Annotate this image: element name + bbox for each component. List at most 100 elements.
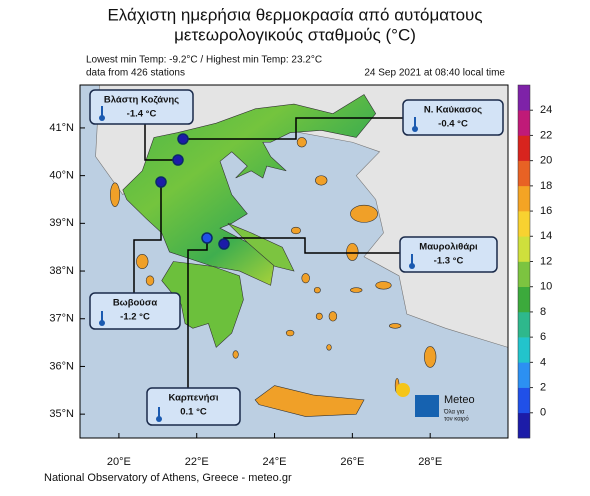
colorbar-label: 8: [540, 306, 546, 318]
station-name: Βωβούσα: [113, 298, 158, 309]
x-tick-label: 22°E: [185, 456, 209, 468]
island: [301, 273, 310, 284]
island: [315, 312, 323, 320]
thermometer-bulb: [409, 263, 415, 269]
colorbar-band: [518, 135, 530, 161]
y-tick-label: 38°N: [49, 265, 74, 277]
colorbar-label: 12: [540, 255, 552, 267]
colorbar-band: [518, 311, 530, 338]
leader-line: [183, 117, 403, 140]
colorbar-label: 4: [540, 356, 546, 368]
y-tick-label: 40°N: [49, 170, 74, 182]
logo-sun: [396, 383, 410, 397]
colorbar-label: 20: [540, 155, 552, 167]
y-tick-label: 36°N: [49, 360, 74, 372]
colorbar-label: 6: [540, 331, 546, 343]
thermometer-bulb: [412, 126, 418, 132]
island: [290, 226, 301, 235]
colorbar-label: 10: [540, 281, 552, 293]
timestamp: 24 Sep 2021 at 08:40 local time: [364, 68, 505, 79]
thermometer-bulb: [99, 115, 105, 121]
leader-line: [144, 124, 178, 161]
colorbar-label: 0: [540, 407, 546, 419]
island: [350, 204, 378, 223]
island: [285, 329, 295, 337]
leader-line: [133, 182, 162, 293]
x-tick-label: 20°E: [107, 456, 131, 468]
island: [232, 350, 239, 359]
thermometer-bulb: [156, 416, 162, 422]
colorbar-band: [518, 286, 530, 313]
island: [350, 287, 363, 293]
island: [296, 137, 307, 148]
colorbar-band: [518, 110, 530, 136]
colorbar-band: [518, 185, 530, 212]
island: [375, 281, 392, 290]
colorbar-label: 2: [540, 381, 546, 393]
euboea: [227, 223, 295, 272]
colorbar-band: [518, 261, 530, 288]
station-temp: -1.3 °C: [434, 256, 464, 267]
colorbar-band: [518, 387, 530, 414]
crete: [254, 385, 365, 417]
station-dot: [172, 154, 184, 166]
x-tick-label: 26°E: [340, 456, 364, 468]
island: [145, 275, 155, 286]
island: [136, 254, 149, 269]
colorbar-label: 14: [540, 230, 552, 242]
colorbar-band: [518, 337, 530, 363]
station-temp: -0.4 °C: [438, 119, 468, 130]
colorbar-label: 22: [540, 129, 552, 141]
extremes: Lowest min Temp: -9.2°C / Highest min Te…: [86, 55, 322, 66]
station-name: Ν. Καύκασος: [424, 105, 482, 116]
island: [424, 346, 437, 368]
colorbar-band: [518, 211, 530, 237]
footer: National Observatory of Athens, Greece -…: [44, 472, 292, 484]
logo-tagline: τον καιρό: [444, 416, 469, 423]
station-temp: 0.1 °C: [180, 407, 207, 418]
island: [328, 311, 338, 322]
logo-tagline: Όλα για: [443, 410, 465, 416]
station-dot: [155, 176, 167, 188]
leader-line: [187, 238, 208, 388]
callout-box: [399, 236, 498, 273]
island: [389, 323, 402, 329]
logo-mark: [415, 395, 439, 417]
colorbar-band: [518, 236, 530, 262]
callout-box: [146, 387, 241, 426]
station-name: Μαυρολιθάρι: [419, 242, 478, 253]
station-name: Καρπενήσι: [168, 393, 218, 404]
x-tick-label: 28°E: [418, 456, 442, 468]
island: [326, 344, 332, 351]
station-dot: [218, 238, 230, 250]
station-count: data from 426 stations: [86, 68, 185, 79]
x-tick-label: 24°E: [263, 456, 287, 468]
station-temp: -1.4 °C: [127, 109, 157, 120]
colorbar-band: [518, 412, 530, 439]
colorbar-band: [518, 362, 530, 388]
callout-box: [89, 89, 194, 125]
y-tick-label: 39°N: [49, 217, 74, 229]
island: [313, 286, 321, 294]
y-tick-label: 35°N: [49, 408, 74, 420]
map-frame: [79, 84, 509, 439]
y-tick-label: 41°N: [49, 122, 74, 134]
title: μετεωρολογικούς σταθμούς (°C): [174, 25, 416, 44]
station-name: Βλάστη Κοζάνης: [104, 95, 179, 106]
island: [346, 243, 359, 261]
title: Ελάχιστη ημερήσια θερμοκρασία από αυτόμα…: [107, 5, 482, 24]
thermometer-bulb: [99, 320, 105, 326]
colorbar-label: 16: [540, 205, 552, 217]
station-dot: [177, 133, 189, 145]
station-temp: -1.2 °C: [120, 312, 150, 323]
y-tick-label: 37°N: [49, 313, 74, 325]
colorbar-band: [518, 160, 530, 187]
colorbar-label: 24: [540, 104, 552, 116]
island: [110, 182, 120, 207]
colorbar-label: 18: [540, 180, 552, 192]
colorbar-band: [518, 85, 530, 111]
callout-box: [402, 99, 504, 136]
callout-box: [89, 292, 181, 330]
island: [315, 175, 328, 186]
